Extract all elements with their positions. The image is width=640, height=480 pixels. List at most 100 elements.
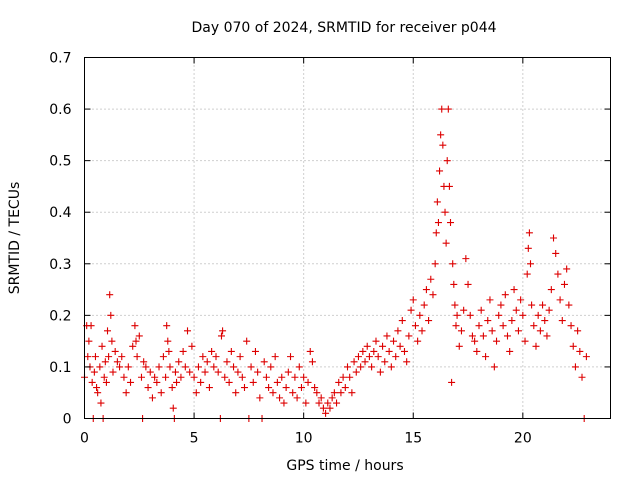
- plot-frame: [84, 57, 611, 419]
- data-point: [100, 373, 108, 381]
- data-point: [477, 306, 485, 314]
- data-point: [528, 301, 536, 309]
- data-point: [300, 373, 308, 381]
- data-point: [190, 373, 198, 381]
- data-point: [365, 353, 373, 361]
- data-point: [451, 301, 459, 309]
- data-point: [262, 373, 270, 381]
- data-point: [385, 347, 393, 355]
- chart-title: Day 070 of 2024, SRMTID for receiver p04…: [191, 20, 496, 36]
- data-point: [169, 404, 177, 412]
- data-point: [201, 368, 209, 376]
- y-tick-label: 0.2: [49, 308, 71, 324]
- data-point: [333, 399, 341, 407]
- y-tick-label: 0.3: [49, 257, 71, 273]
- data-point: [383, 332, 391, 340]
- data-point: [93, 384, 101, 392]
- data-point: [131, 322, 139, 330]
- x-tick-label: 0: [80, 431, 89, 447]
- data-point: [407, 306, 415, 314]
- data-point: [532, 342, 540, 350]
- data-point: [91, 353, 99, 361]
- data-point: [560, 280, 568, 288]
- data-point: [273, 378, 281, 386]
- data-point: [177, 373, 185, 381]
- data-point: [354, 353, 362, 361]
- data-point: [113, 358, 121, 366]
- y-tick-label: 0.5: [49, 154, 71, 170]
- x-axis-label: GPS time / hours: [286, 458, 403, 474]
- data-point: [441, 208, 449, 216]
- data-point: [449, 260, 457, 268]
- data-point: [135, 332, 143, 340]
- data-point: [392, 353, 400, 361]
- data-point: [225, 378, 233, 386]
- data-point: [445, 182, 453, 190]
- data-point: [184, 327, 192, 335]
- data-point: [267, 363, 275, 371]
- data-point: [171, 368, 179, 376]
- data-point: [317, 394, 325, 402]
- y-axis-ticks: 0 0.1 0.2 0.3 0.4 0.5 0.6 0.7: [49, 51, 611, 428]
- data-point: [230, 363, 238, 371]
- data-point: [488, 327, 496, 335]
- data-point: [289, 389, 297, 397]
- data-point: [302, 399, 310, 407]
- data-point: [173, 378, 181, 386]
- data-point: [208, 347, 216, 355]
- data-point: [447, 219, 455, 227]
- data-point: [118, 353, 126, 361]
- data-point: [530, 322, 538, 330]
- data-point: [490, 363, 498, 371]
- data-point: [102, 378, 110, 386]
- data-point: [88, 378, 96, 386]
- data-point: [357, 363, 365, 371]
- data-point: [556, 296, 564, 304]
- data-point: [175, 358, 183, 366]
- data-point: [97, 399, 105, 407]
- data-point: [153, 378, 161, 386]
- data-point: [437, 131, 445, 139]
- data-point: [450, 280, 458, 288]
- x-tick-label: 15: [404, 431, 422, 447]
- data-point: [330, 389, 338, 397]
- data-point: [335, 378, 343, 386]
- data-point: [85, 337, 93, 345]
- data-point: [105, 353, 113, 361]
- data-point: [282, 384, 290, 392]
- data-point: [432, 229, 440, 237]
- data-point: [157, 389, 165, 397]
- data-point: [142, 363, 150, 371]
- data-point: [227, 347, 235, 355]
- data-point: [554, 270, 562, 278]
- data-point: [90, 368, 98, 376]
- data-point: [462, 255, 470, 263]
- data-point: [192, 389, 200, 397]
- data-point: [471, 337, 479, 345]
- data-point: [552, 249, 560, 257]
- data-point: [436, 167, 444, 175]
- x-tick-label: 10: [295, 431, 313, 447]
- data-point: [247, 363, 255, 371]
- data-point: [159, 353, 167, 361]
- y-tick-label: 0.1: [49, 360, 71, 376]
- data-point: [368, 363, 376, 371]
- data-point: [482, 353, 490, 361]
- data-point: [411, 322, 419, 330]
- data-point: [278, 373, 286, 381]
- data-point: [256, 394, 264, 402]
- data-point: [166, 363, 174, 371]
- data-point: [455, 342, 463, 350]
- data-point: [563, 265, 571, 273]
- data-point: [439, 141, 447, 149]
- data-point: [120, 373, 128, 381]
- data-point: [574, 327, 582, 335]
- data-point: [363, 342, 371, 350]
- data-point: [431, 260, 439, 268]
- data-point: [104, 327, 112, 335]
- data-point: [87, 322, 95, 330]
- x-tick-label: 20: [514, 431, 532, 447]
- data-point: [219, 327, 227, 335]
- data-point: [236, 353, 244, 361]
- data-point: [468, 332, 476, 340]
